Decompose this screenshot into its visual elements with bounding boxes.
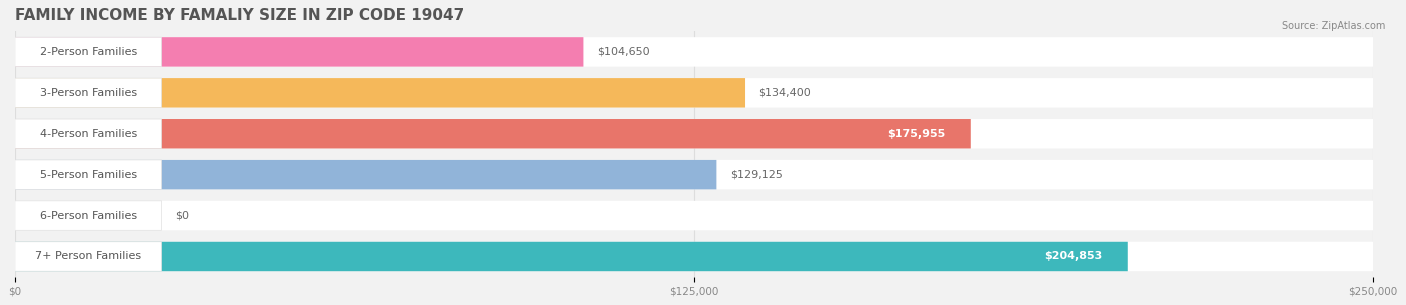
Text: 2-Person Families: 2-Person Families: [39, 47, 136, 57]
Text: 4-Person Families: 4-Person Families: [39, 129, 136, 139]
Text: FAMILY INCOME BY FAMALIY SIZE IN ZIP CODE 19047: FAMILY INCOME BY FAMALIY SIZE IN ZIP COD…: [15, 8, 464, 23]
FancyBboxPatch shape: [15, 242, 1128, 271]
FancyBboxPatch shape: [15, 201, 162, 230]
FancyBboxPatch shape: [15, 160, 717, 189]
FancyBboxPatch shape: [15, 78, 162, 108]
FancyBboxPatch shape: [15, 119, 970, 149]
Text: Source: ZipAtlas.com: Source: ZipAtlas.com: [1281, 21, 1385, 31]
Text: 6-Person Families: 6-Person Families: [39, 210, 136, 221]
FancyBboxPatch shape: [15, 242, 1374, 271]
FancyBboxPatch shape: [15, 37, 162, 66]
FancyBboxPatch shape: [15, 119, 162, 149]
FancyBboxPatch shape: [15, 160, 1374, 189]
Text: $175,955: $175,955: [887, 129, 946, 139]
FancyBboxPatch shape: [15, 78, 745, 108]
Text: 7+ Person Families: 7+ Person Families: [35, 252, 141, 261]
Text: 5-Person Families: 5-Person Families: [39, 170, 136, 180]
FancyBboxPatch shape: [15, 242, 162, 271]
Text: $129,125: $129,125: [730, 170, 783, 180]
FancyBboxPatch shape: [15, 160, 162, 189]
Text: 3-Person Families: 3-Person Families: [39, 88, 136, 98]
Text: $104,650: $104,650: [598, 47, 650, 57]
FancyBboxPatch shape: [15, 37, 583, 66]
FancyBboxPatch shape: [15, 119, 1374, 149]
FancyBboxPatch shape: [15, 201, 1374, 230]
Text: $204,853: $204,853: [1045, 252, 1102, 261]
Text: $134,400: $134,400: [759, 88, 811, 98]
FancyBboxPatch shape: [15, 78, 1374, 108]
Text: $0: $0: [176, 210, 190, 221]
FancyBboxPatch shape: [868, 126, 966, 142]
FancyBboxPatch shape: [1025, 248, 1122, 265]
FancyBboxPatch shape: [15, 37, 1374, 66]
